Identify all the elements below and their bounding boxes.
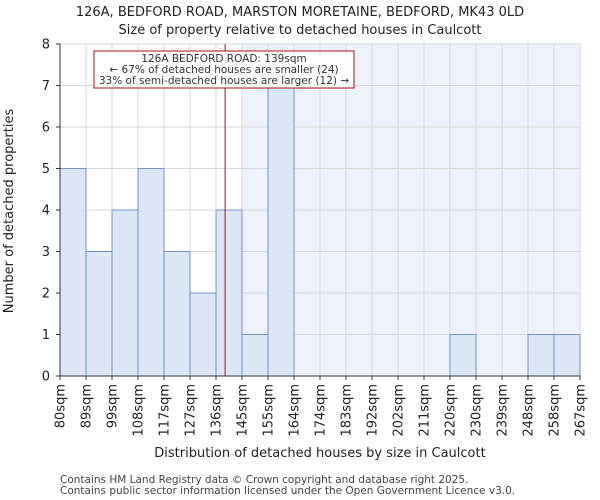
x-tick-label: 230sqm — [470, 384, 485, 437]
annotation-box: 126A BEDFORD ROAD: 139sqm ← 67% of detac… — [93, 50, 355, 89]
x-tick-label: 155sqm — [262, 384, 277, 437]
x-tick-label: 183sqm — [340, 384, 355, 437]
bar-99sqm — [111, 209, 139, 377]
x-tick-label: 145sqm — [236, 384, 251, 437]
bars — [59, 85, 581, 377]
y-tick-label: 1 — [42, 328, 50, 343]
bar-80sqm — [59, 168, 87, 377]
annotation-line-2: ← 67% of detached houses are smaller (24… — [109, 64, 338, 76]
bar-145sqm — [241, 334, 269, 377]
x-tick-label: 267sqm — [574, 384, 589, 437]
chart-subtitle: Size of property relative to detached ho… — [119, 23, 482, 38]
y-tick-label: 3 — [42, 245, 50, 260]
y-tick-label: 7 — [42, 79, 50, 94]
x-tick-label: 108sqm — [132, 384, 147, 437]
x-tick-label: 192sqm — [366, 384, 381, 437]
bar-136sqm — [215, 209, 243, 377]
x-tick-label: 248sqm — [522, 384, 537, 437]
x-tick-label: 164sqm — [288, 384, 303, 437]
annotation-line-3: 33% of semi-detached houses are larger (… — [99, 75, 350, 87]
y-tick-label: 2 — [42, 287, 50, 302]
x-tick-label: 174sqm — [314, 384, 329, 437]
bar-89sqm — [85, 251, 113, 377]
x-tick-label: 136sqm — [210, 384, 225, 437]
footer-line-1: Contains HM Land Registry data © Crown c… — [60, 474, 468, 486]
y-tick-label: 6 — [42, 121, 50, 136]
x-tick-label: 99sqm — [106, 384, 121, 428]
y-tick-label: 5 — [42, 162, 50, 177]
x-tick-label: 211sqm — [418, 384, 433, 437]
y-tick-label: 4 — [42, 204, 50, 219]
bar-117sqm — [163, 251, 191, 377]
x-tick-label: 117sqm — [158, 384, 173, 437]
x-ticks: 80sqm 89sqm 99sqm 108sqm 117sqm 127sqm 136sqm 1… — [54, 376, 589, 437]
annotation-box-frame — [93, 50, 355, 89]
x-axis-label: Distribution of detached houses by size … — [154, 446, 485, 461]
y-ticks: 0 1 2 3 4 5 6 7 8 — [42, 38, 60, 385]
x-tick-label: 202sqm — [392, 384, 407, 437]
bar-127sqm — [189, 292, 217, 377]
x-tick-label: 220sqm — [444, 384, 459, 437]
chart-title: 126A, BEDFORD ROAD, MARSTON MORETAINE, B… — [76, 5, 524, 20]
y-axis-label: Number of detached properties — [2, 109, 17, 314]
y-tick-label: 8 — [42, 38, 50, 53]
footer-line-2: Contains public sector information licen… — [60, 485, 515, 497]
bar-258sqm — [553, 334, 581, 377]
annotation-line-1: 126A BEDFORD ROAD: 139sqm — [141, 53, 306, 65]
x-tick-label: 239sqm — [496, 384, 511, 437]
bar-248sqm — [527, 334, 555, 377]
y-tick-label: 0 — [42, 370, 50, 385]
x-tick-label: 127sqm — [184, 384, 199, 437]
bar-220sqm — [449, 334, 477, 377]
bar-108sqm — [137, 168, 165, 377]
x-tick-label: 89sqm — [80, 384, 95, 428]
x-tick-label: 80sqm — [54, 384, 69, 428]
x-tick-label: 258sqm — [548, 384, 563, 437]
bar-155sqm — [267, 85, 295, 377]
